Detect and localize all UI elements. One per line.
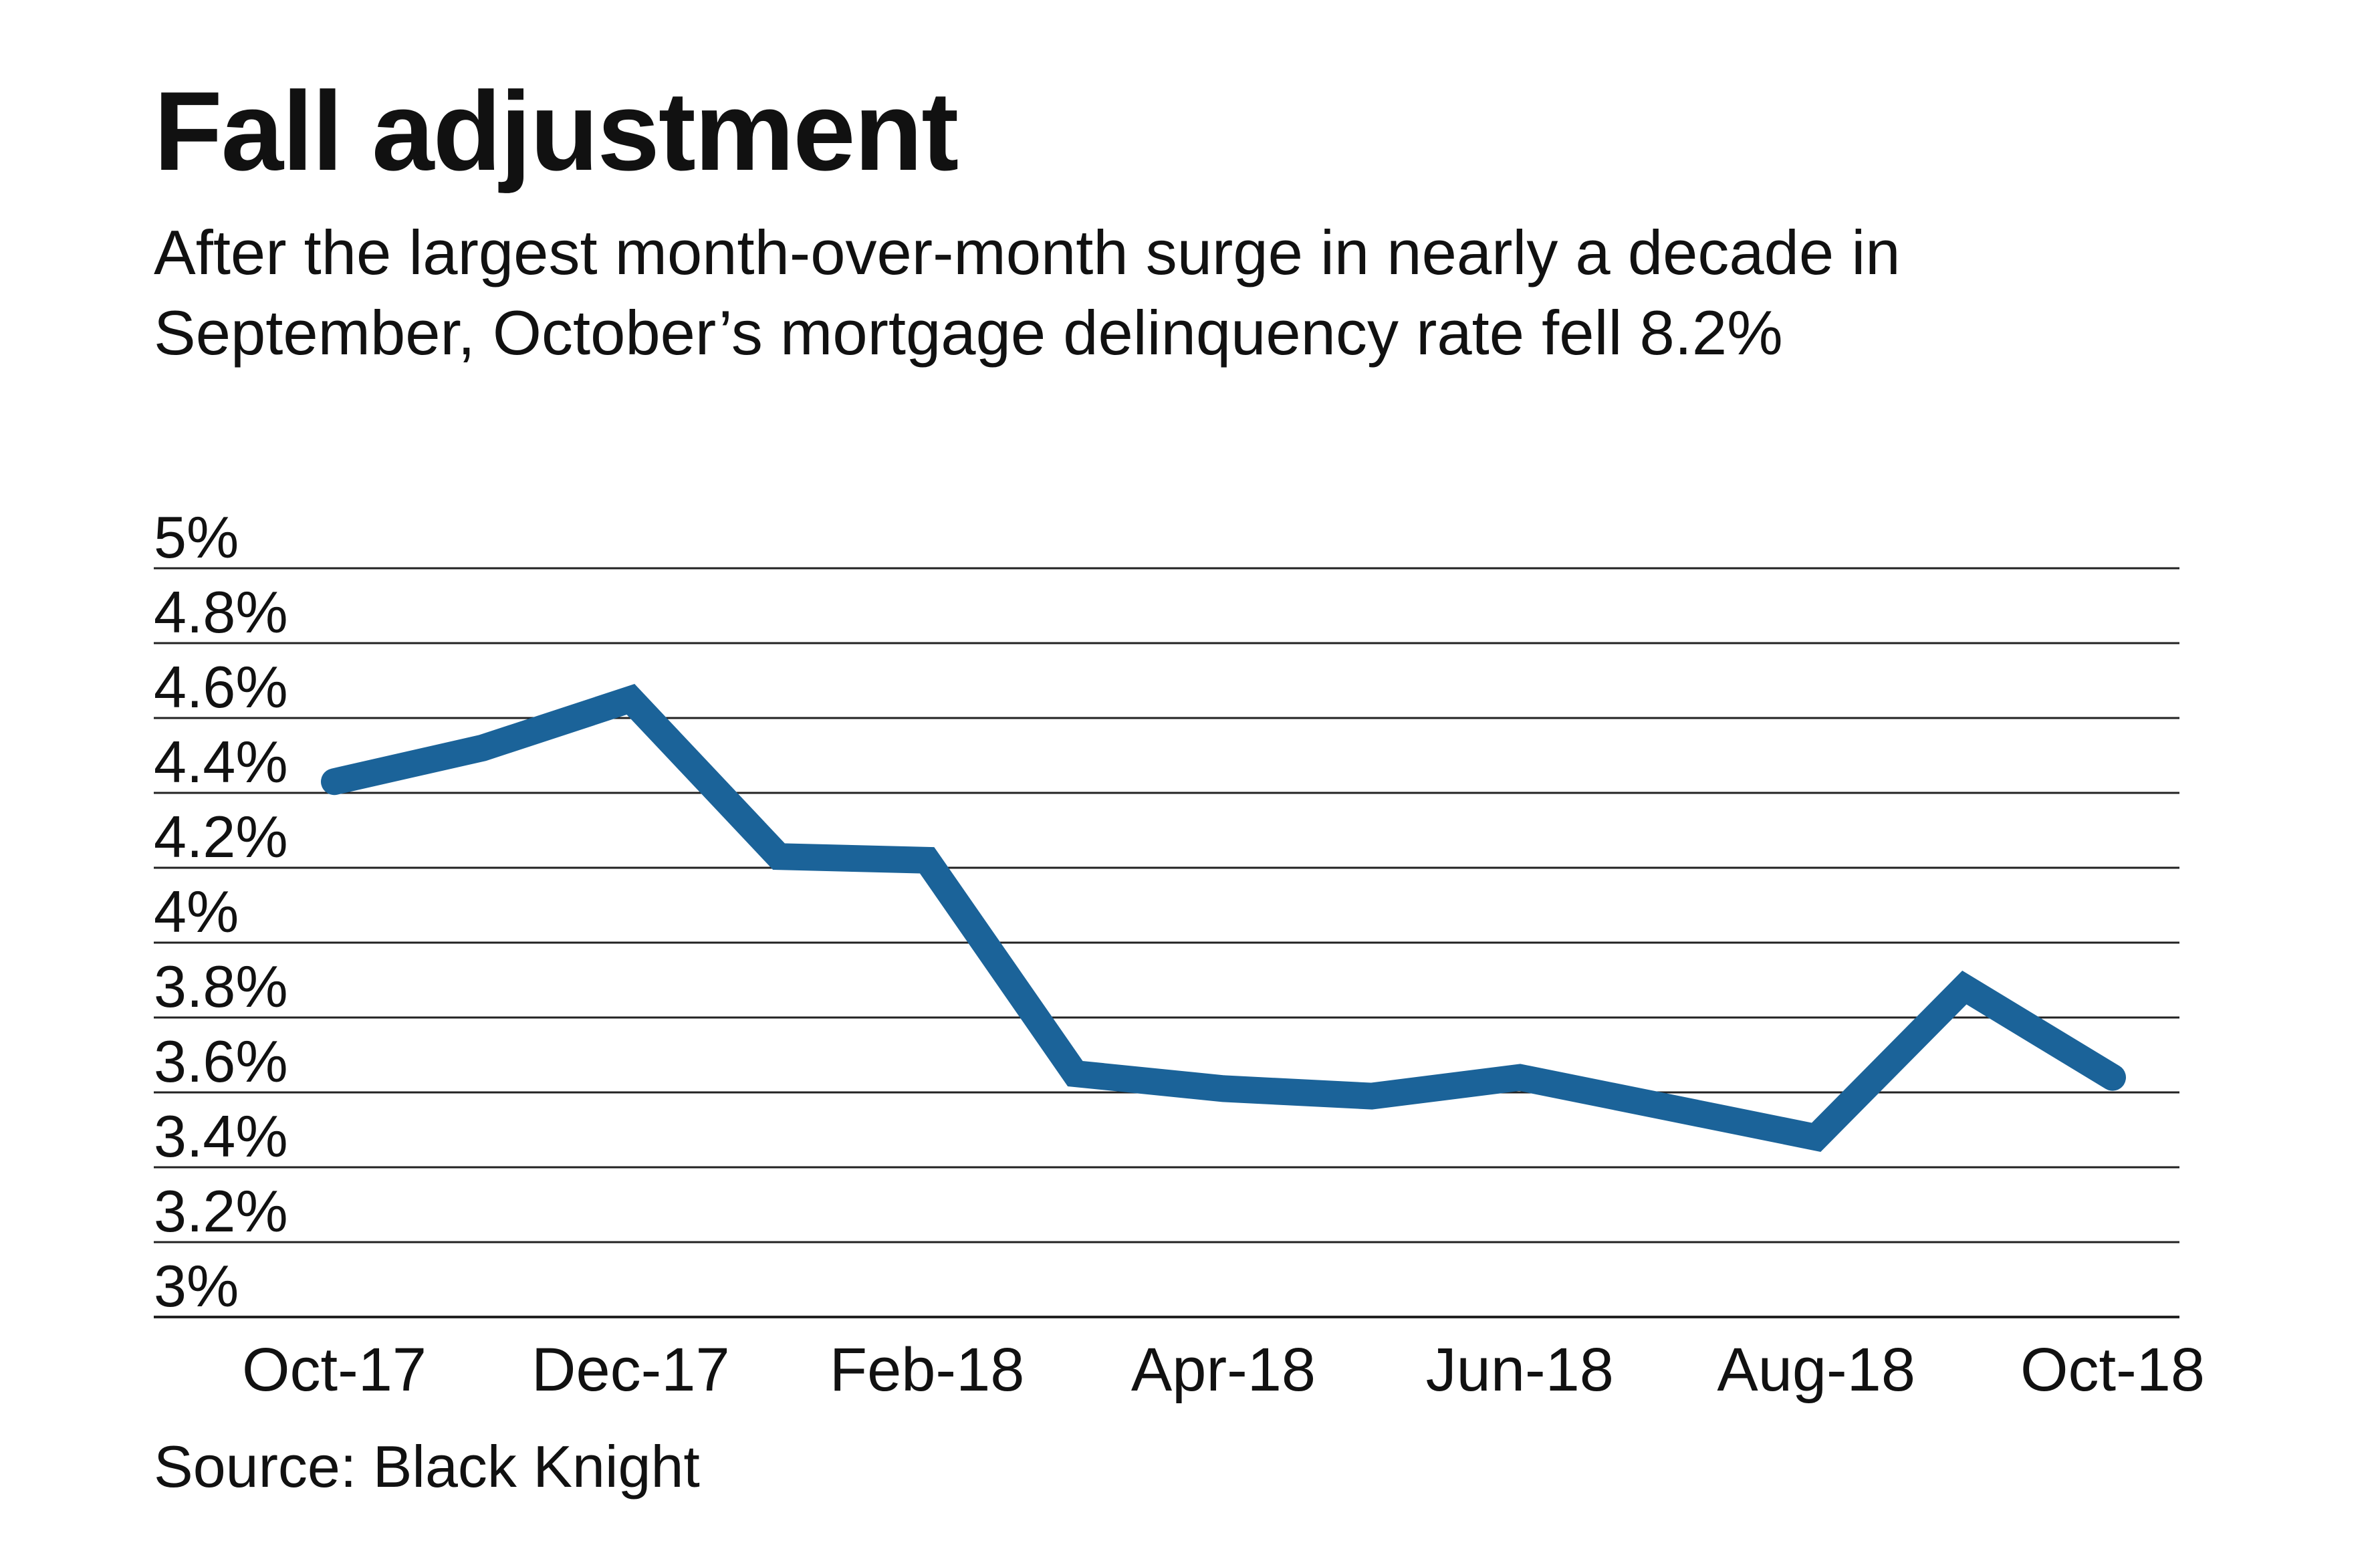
y-tick-label: 4%	[154, 878, 239, 945]
series-line	[321, 684, 2126, 1152]
y-tick-label: 3%	[154, 1253, 239, 1319]
y-tick-label: 5%	[154, 504, 239, 570]
y-tick-label: 4.8%	[154, 579, 288, 645]
x-tick-label: Dec-17	[531, 1336, 730, 1404]
x-tick-label: Aug-18	[1717, 1336, 1915, 1404]
x-tick-label: Feb-18	[830, 1336, 1025, 1404]
y-tick-label: 3.6%	[154, 1028, 288, 1094]
y-tick-label: 4.2%	[154, 804, 288, 870]
gridlines	[154, 567, 2179, 1318]
x-tick-label: Apr-18	[1131, 1336, 1316, 1404]
x-tick-label: Oct-18	[2020, 1336, 2205, 1404]
source-note: Source: Black Knight	[154, 1433, 700, 1500]
y-tick-label: 4.4%	[154, 729, 288, 795]
chart-subtitle: After the largest month-over-month surge…	[154, 217, 1901, 368]
y-tick-label: 3.8%	[154, 953, 288, 1020]
x-axis-tick-labels: Oct-17 Dec-17 Feb-18 Apr-18 Jun-18 Aug-18 Oct-…	[242, 1336, 2205, 1404]
chart-title: Fall adjustment	[154, 68, 959, 194]
y-axis-tick-labels: 3% 3.2% 3.4% 3.6% 3.8% 4% 4.2% 4.4% 4.6% 4.8% 5%	[154, 504, 288, 1319]
x-tick-label: Oct-17	[242, 1336, 427, 1404]
y-tick-label: 3.4%	[154, 1103, 288, 1169]
x-tick-label: Jun-18	[1426, 1336, 1614, 1404]
series-layer	[321, 684, 2126, 1152]
y-tick-label: 3.2%	[154, 1178, 288, 1244]
y-tick-label: 4.6%	[154, 654, 288, 720]
